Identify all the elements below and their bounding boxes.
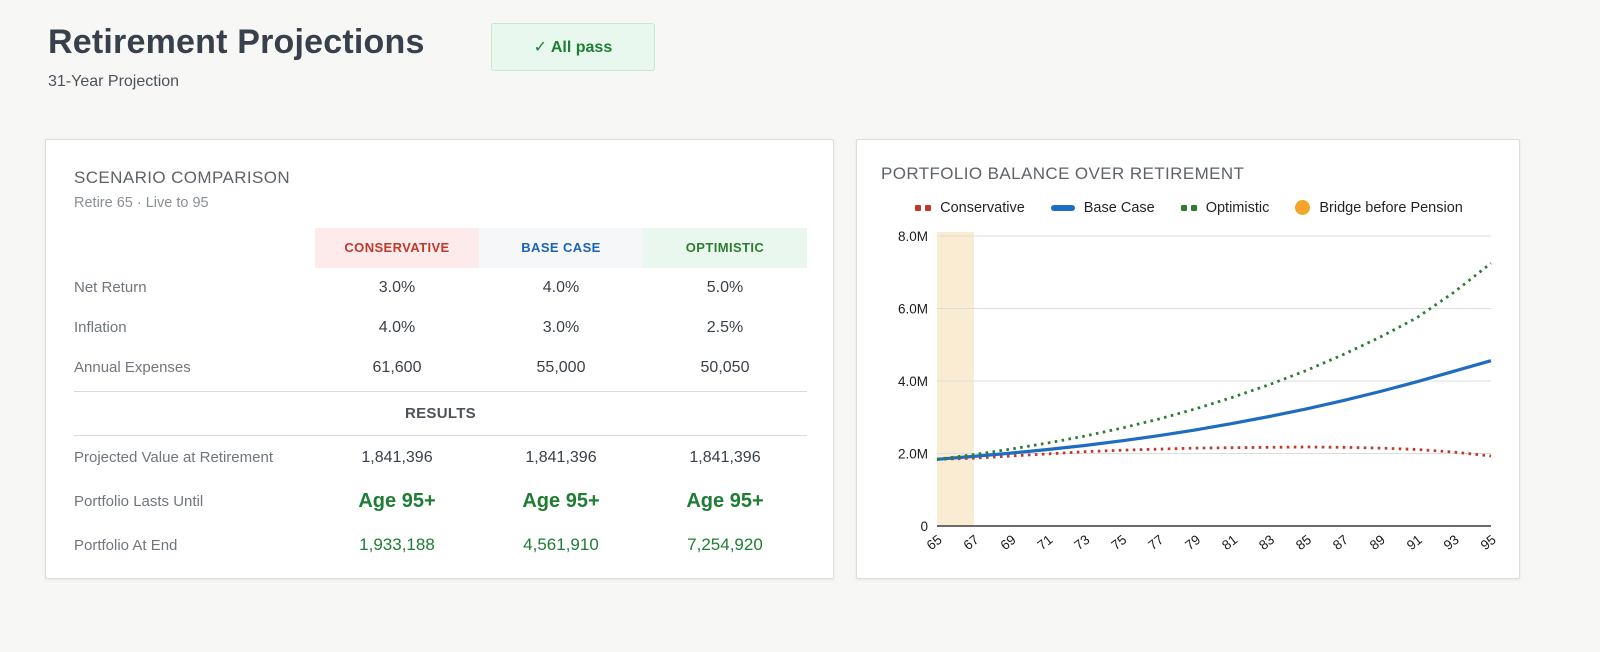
row-label-net-return: Net Return xyxy=(74,279,147,297)
x-axis-tick-label: 79 xyxy=(1182,532,1203,553)
net-return-base: 4.0% xyxy=(542,278,580,296)
optimistic-dotted-marker-icon xyxy=(1180,204,1197,211)
inflation-conservative: 4.0% xyxy=(378,318,416,336)
scenario-table: CONSERVATIVE BASE CASE OPTIMISTIC Net Re… xyxy=(74,227,807,567)
portfolio-lasts-optimistic: Age 95+ xyxy=(686,490,764,513)
legend-item-bridge-before-pension[interactable]: Bridge before Pension xyxy=(1295,200,1463,216)
scenario-card-title: SCENARIO COMPARISON xyxy=(74,167,291,187)
base-case-line-marker-icon xyxy=(1050,204,1075,211)
x-axis-tick-label: 71 xyxy=(1034,532,1055,553)
column-header-optimistic: OPTIMISTIC xyxy=(643,227,807,268)
row-label-annual-expenses: Annual Expenses xyxy=(74,359,191,377)
y-axis-tick-label: 4.0M xyxy=(898,374,928,389)
cards-row: SCENARIO COMPARISON Retire 65 · Live to … xyxy=(45,138,1520,579)
row-label-portfolio-at-end: Portfolio At End xyxy=(74,536,178,554)
projected-value-conservative: 1,841,396 xyxy=(361,448,433,466)
portfolio-at-end-base: 4,561,910 xyxy=(523,535,599,555)
bridge-circle-marker-icon xyxy=(1295,200,1311,216)
x-axis-tick-label: 85 xyxy=(1293,532,1314,553)
divider-below-results xyxy=(74,434,807,436)
projected-value-base: 1,841,396 xyxy=(525,448,597,466)
x-axis-tick-label: 91 xyxy=(1404,532,1425,553)
annual-expenses-optimistic: 50,050 xyxy=(700,358,750,376)
chart-card-title: PORTFOLIO BALANCE OVER RETIREMENT xyxy=(881,163,1245,183)
row-label-inflation: Inflation xyxy=(74,319,127,337)
x-axis-tick-label: 81 xyxy=(1219,532,1240,553)
chart-legend: Conservative Base Case Optimistic Bridge… xyxy=(881,200,1497,216)
series-base-case xyxy=(936,358,1492,461)
x-axis-tick-label: 83 xyxy=(1256,532,1277,553)
series-optimistic xyxy=(936,261,1492,461)
portfolio-chart-card: PORTFOLIO BALANCE OVER RETIREMENT Conser… xyxy=(856,138,1520,579)
legend-item-base-case[interactable]: Base Case xyxy=(1050,199,1155,216)
portfolio-lasts-conservative: Age 95+ xyxy=(358,490,436,513)
conservative-dotted-marker-icon xyxy=(915,204,932,211)
y-axis-tick-label: 0 xyxy=(920,519,928,534)
annual-expenses-base: 55,000 xyxy=(536,358,586,376)
legend-item-optimistic[interactable]: Optimistic xyxy=(1180,199,1270,216)
portfolio-at-end-conservative: 1,933,188 xyxy=(359,535,435,555)
portfolio-balance-chart: 0 2.0M 4.0M 6.0M 8.0M 65 67 69 71 73 75 77 79 81 83 85 8… xyxy=(881,226,1499,571)
corner-cell xyxy=(74,228,315,268)
scenario-card-subtitle: Retire 65 · Live to 95 xyxy=(74,194,209,211)
legend-label: Optimistic xyxy=(1205,199,1270,216)
y-axis-tick-label: 2.0M xyxy=(898,446,928,461)
row-label-portfolio-lasts: Portfolio Lasts Until xyxy=(74,493,204,511)
portfolio-at-end-optimistic: 7,254,920 xyxy=(687,535,763,555)
legend-item-conservative[interactable]: Conservative xyxy=(915,200,1025,216)
series-conservative xyxy=(936,445,1492,461)
x-axis-tick-label: 87 xyxy=(1330,532,1351,553)
scenario-comparison-card: SCENARIO COMPARISON Retire 65 · Live to … xyxy=(45,138,834,579)
page-subtitle: 31-Year Projection xyxy=(48,72,180,90)
column-header-conservative: CONSERVATIVE xyxy=(315,227,479,268)
column-header-base-case: BASE CASE xyxy=(479,227,643,268)
x-axis-tick-label: 93 xyxy=(1441,532,1462,553)
status-badge: ✓ All pass xyxy=(490,23,656,71)
x-axis-tick-label: 77 xyxy=(1145,532,1166,553)
legend-label: Base Case xyxy=(1083,199,1155,216)
inflation-optimistic: 2.5% xyxy=(706,318,744,336)
legend-label: Conservative xyxy=(940,199,1025,216)
x-axis-tick-label: 73 xyxy=(1071,532,1092,553)
divider-above-results xyxy=(74,390,807,392)
annual-expenses-conservative: 61,600 xyxy=(372,358,422,376)
net-return-conservative: 3.0% xyxy=(378,278,416,296)
x-axis-tick-label: 89 xyxy=(1367,532,1388,553)
page-title: Retirement Projections xyxy=(48,23,425,61)
inflation-base: 3.0% xyxy=(542,318,580,336)
x-axis-tick-label: 75 xyxy=(1108,532,1129,553)
row-label-projected-value: Projected Value at Retirement xyxy=(74,449,273,467)
net-return-optimistic: 5.0% xyxy=(706,278,744,296)
x-axis-tick-label: 67 xyxy=(961,532,982,553)
retirement-dashboard: Retirement Projections 31-Year Projectio… xyxy=(45,22,1600,579)
portfolio-lasts-base: Age 95+ xyxy=(522,490,600,513)
projected-value-optimistic: 1,841,396 xyxy=(689,448,761,466)
page-header: Retirement Projections 31-Year Projectio… xyxy=(48,22,1600,91)
x-axis-tick-label: 65 xyxy=(924,532,945,553)
x-axis-tick-label: 69 xyxy=(998,532,1019,553)
legend-label: Bridge before Pension xyxy=(1319,199,1463,216)
bridge-before-pension-band xyxy=(937,231,974,526)
results-section-header: RESULTS xyxy=(405,404,476,422)
y-axis-tick-label: 8.0M xyxy=(898,229,928,244)
y-axis-tick-label: 6.0M xyxy=(898,301,928,316)
line-chart-svg: 0 2.0M 4.0M 6.0M 8.0M 65 67 69 71 73 75 77 79 81 83 85 8… xyxy=(898,229,1499,553)
x-axis-tick-label: 95 xyxy=(1478,532,1497,553)
